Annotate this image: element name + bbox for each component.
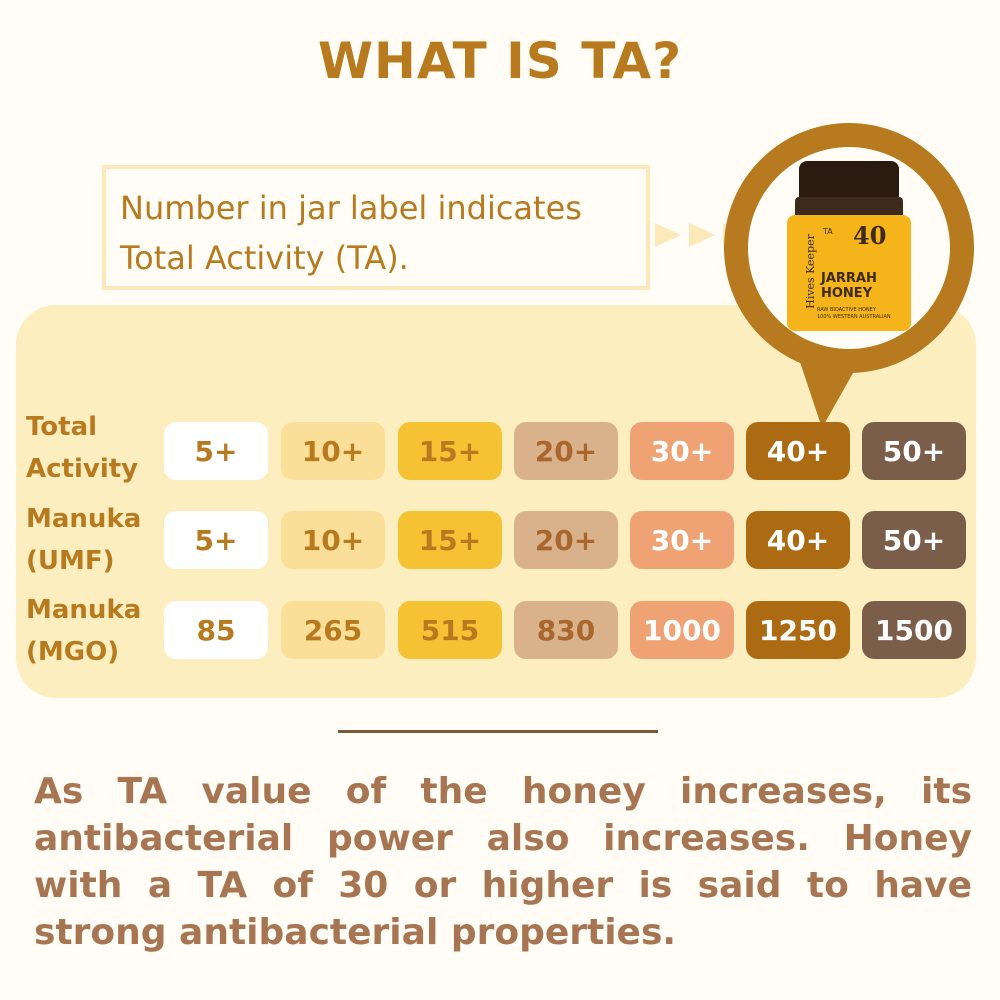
mgo-cell: 515 bbox=[398, 601, 502, 659]
jar-label bbox=[787, 215, 911, 331]
ta-cell: 30+ bbox=[630, 422, 734, 480]
umf-cell: 40+ bbox=[746, 511, 850, 569]
mgo-cell: 1250 bbox=[746, 601, 850, 659]
mgo-cell: 265 bbox=[281, 601, 385, 659]
jar-product-name: JARRAH HONEY bbox=[821, 271, 877, 301]
callout-line-2: Total Activity (TA). bbox=[120, 239, 409, 277]
jar-sub-line-2: 100% WESTERN AUSTRALIAN bbox=[817, 314, 891, 320]
row-label-manuka-umf: Manuka (UMF) bbox=[26, 504, 142, 576]
jar-name-line-2: HONEY bbox=[821, 286, 873, 301]
ta-cell: 5+ bbox=[164, 422, 268, 480]
jar-sub-line-1: RAW BIOACTIVE HONEY bbox=[817, 307, 876, 313]
jar-ta-label: TA bbox=[823, 227, 833, 236]
ta-cell: 20+ bbox=[514, 422, 618, 480]
row-label-manuka-mgo: Manuka (MGO) bbox=[26, 595, 142, 667]
umf-cell: 5+ bbox=[164, 511, 268, 569]
jar-name-line-1: JARRAH bbox=[821, 271, 877, 286]
jar-lid bbox=[799, 161, 899, 201]
explanation-paragraph: As TA value of the honey increases, its … bbox=[34, 771, 972, 953]
callout-box: Number in jar label indicates Total Acti… bbox=[102, 165, 650, 290]
mgo-cell: 1500 bbox=[862, 601, 966, 659]
ta-cell: 40+ bbox=[746, 422, 850, 480]
jar-subtitle: RAW BIOACTIVE HONEY 100% WESTERN AUSTRAL… bbox=[817, 307, 891, 321]
jar-ta-value: 40 bbox=[853, 221, 887, 250]
callout-line-1: Number in jar label indicates bbox=[120, 189, 582, 227]
jar-image-frame: Hives Keeper TA 40 JARRAH HONEY RAW BIOA… bbox=[748, 147, 950, 349]
arrow-icon bbox=[689, 223, 715, 247]
row-label-total-activity: Total Activity bbox=[26, 412, 139, 484]
mgo-cell: 1000 bbox=[630, 601, 734, 659]
umf-cell: 10+ bbox=[281, 511, 385, 569]
page-title: WHAT IS TA? bbox=[317, 32, 683, 90]
arrow-icon bbox=[655, 223, 681, 247]
ta-cell: 50+ bbox=[862, 422, 966, 480]
umf-cell: 15+ bbox=[398, 511, 502, 569]
divider bbox=[338, 730, 658, 733]
honey-jar-image: Hives Keeper TA 40 JARRAH HONEY RAW BIOA… bbox=[787, 161, 911, 331]
mgo-cell: 85 bbox=[164, 601, 268, 659]
mgo-cell: 830 bbox=[514, 601, 618, 659]
ta-cell: 10+ bbox=[281, 422, 385, 480]
jar-brand: Hives Keeper bbox=[803, 234, 817, 309]
umf-cell: 20+ bbox=[514, 511, 618, 569]
umf-cell: 30+ bbox=[630, 511, 734, 569]
ta-cell: 15+ bbox=[398, 422, 502, 480]
jar-neck bbox=[795, 197, 903, 219]
umf-cell: 50+ bbox=[862, 511, 966, 569]
